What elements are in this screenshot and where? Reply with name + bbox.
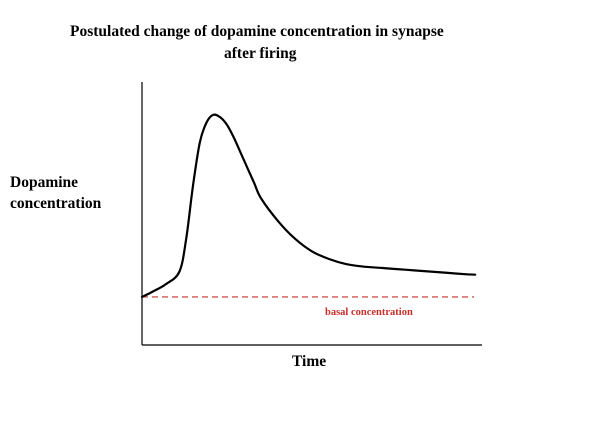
x-axis-label: Time [292,353,327,370]
basal-concentration-label: basal concentration [325,307,413,318]
y-axis-label: Dopamine concentration [10,172,101,214]
chart-title-line-1: Postulated change of dopamine concentrat… [70,23,444,40]
dopamine-curve [140,113,477,299]
y-axis-label-line-1: Dopamine [10,174,79,191]
chart-title-line-2: after firing [224,45,297,62]
series-layer [140,113,477,299]
axes [141,82,482,346]
y-axis-label-line-2: concentration [10,195,102,212]
